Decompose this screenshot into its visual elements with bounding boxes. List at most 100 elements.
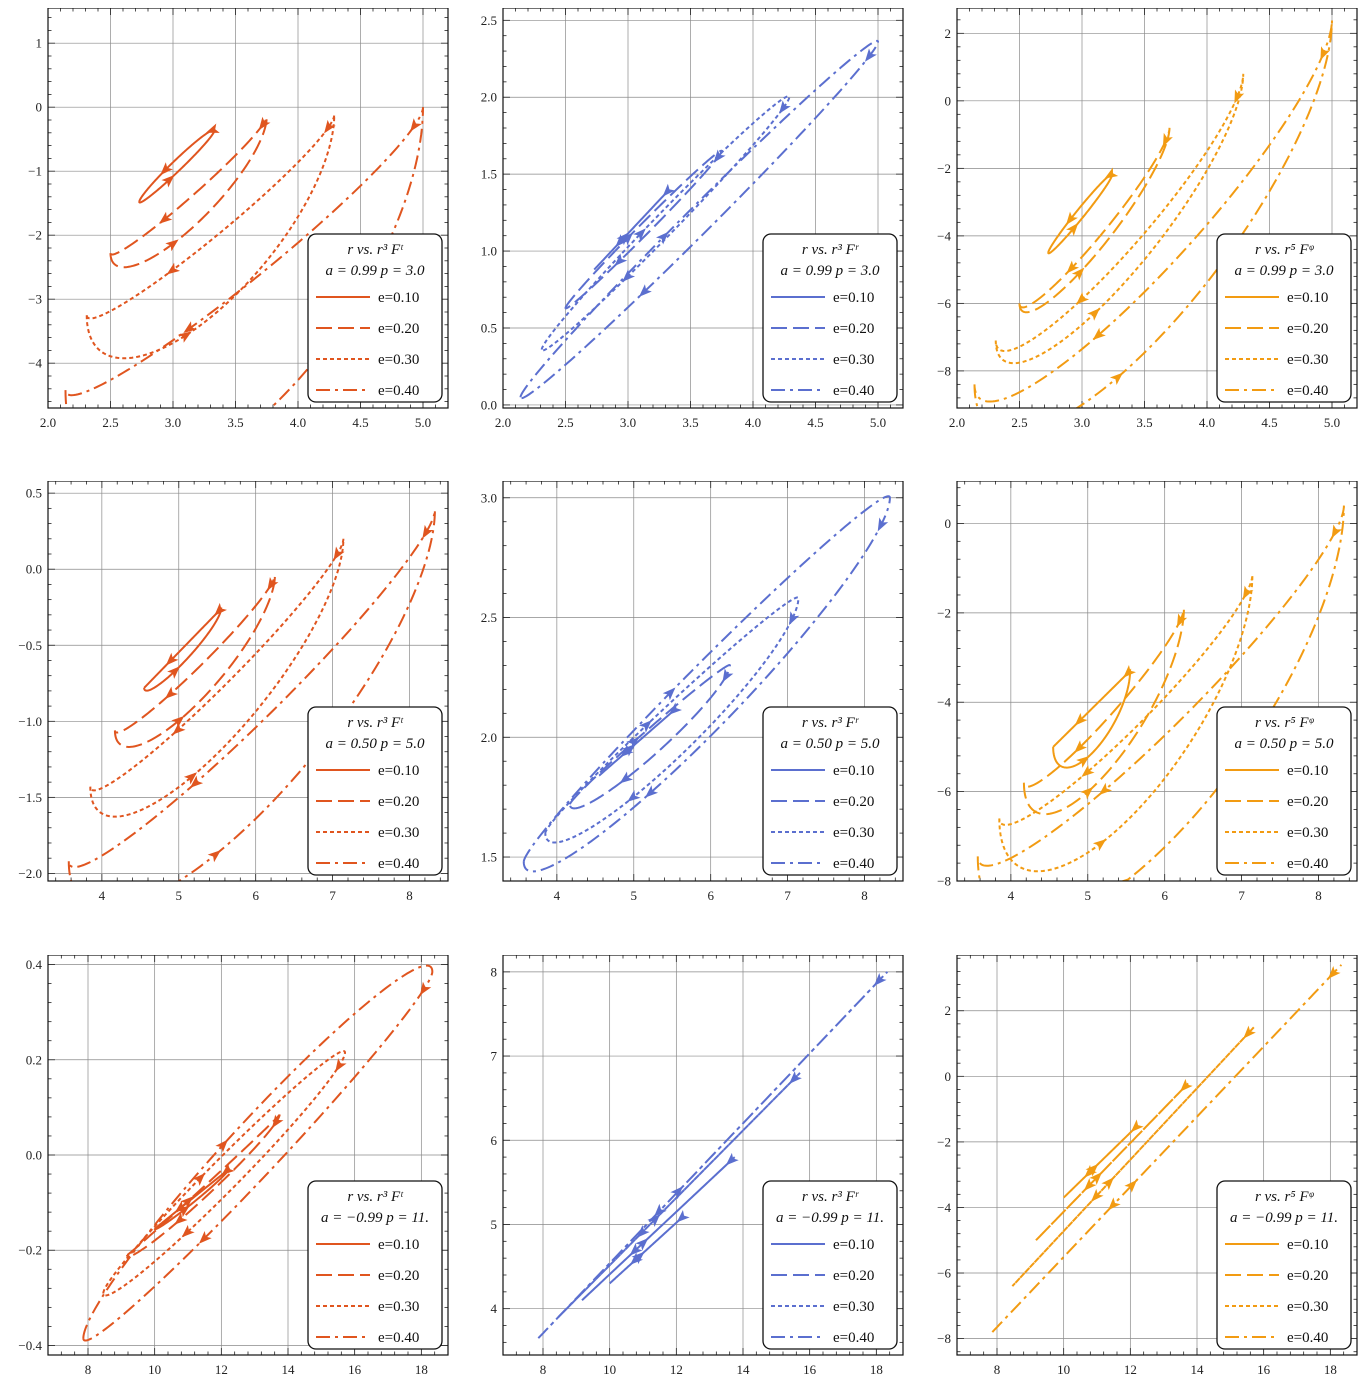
legend-entry-label: e=0.10 bbox=[378, 763, 419, 779]
series-line-e0.30 bbox=[540, 95, 791, 352]
legend-params: a = 0.50 p = 5.0 bbox=[326, 736, 425, 752]
y-tick-label: 2.0 bbox=[481, 90, 497, 105]
legend-entry-label: e=0.40 bbox=[378, 383, 419, 399]
legend-title: r vs. r³ Fʳ bbox=[802, 715, 860, 731]
direction-arrow-icon bbox=[335, 1058, 347, 1072]
direction-arrow-icon bbox=[629, 1243, 643, 1256]
series-line-e0.30 bbox=[85, 114, 336, 360]
direction-arrow-icon bbox=[615, 234, 628, 248]
x-tick-label: 6 bbox=[252, 888, 259, 903]
direction-arrow-icon bbox=[1180, 1078, 1193, 1092]
direction-arrow-icon bbox=[1085, 1163, 1099, 1177]
legend-title: r vs. r³ Fʳ bbox=[802, 242, 860, 258]
direction-arrow-icon bbox=[1074, 740, 1087, 753]
plot-frame bbox=[47, 481, 449, 882]
direction-arrow-icon bbox=[1130, 1119, 1144, 1133]
legend: r vs. r³ Fʳ a = 0.50 p = 5.0 e=0.10 e=0.20 e… bbox=[762, 706, 898, 876]
x-tick-label: 3.5 bbox=[682, 415, 698, 430]
direction-arrow-icon bbox=[1124, 1179, 1137, 1193]
x-tick-label: 8 bbox=[1315, 888, 1322, 903]
x-tick-label: 3.5 bbox=[1136, 415, 1152, 430]
series-line-e0.30 bbox=[994, 73, 1245, 365]
series-line-e0.10 bbox=[1062, 1124, 1139, 1199]
plot-frame bbox=[956, 481, 1358, 882]
legend-entry-label: e=0.10 bbox=[833, 763, 874, 779]
x-tick-label: 8 bbox=[861, 888, 868, 903]
x-tick-label: 7 bbox=[784, 888, 791, 903]
legend-entry-label: e=0.10 bbox=[833, 1237, 874, 1253]
x-tick-label: 5 bbox=[176, 888, 183, 903]
legend-params: a = 0.50 p = 5.0 bbox=[781, 736, 880, 752]
legend-entry-label: e=0.10 bbox=[1287, 763, 1328, 779]
legend-entry-label: e=0.30 bbox=[833, 352, 874, 368]
legend-entry-label: e=0.30 bbox=[378, 825, 419, 841]
direction-arrow-icon bbox=[1331, 524, 1343, 539]
direction-arrow-icon bbox=[1104, 167, 1119, 179]
y-tick-label: 0 bbox=[945, 516, 952, 531]
direction-arrow-icon bbox=[622, 269, 636, 282]
direction-arrow-icon bbox=[419, 981, 432, 996]
x-tick-label: 3.0 bbox=[1074, 415, 1090, 430]
chart-svg-p2: 2.0 2.5 3.0 3.5 4.0 4.5 5.0 0.0 0.5 1.0 1.5 2.0 2.5 r… bbox=[481, 8, 904, 430]
direction-arrow-icon bbox=[410, 118, 422, 132]
series-line-e0.30 bbox=[102, 1050, 347, 1297]
y-tick-label: 0.0 bbox=[481, 397, 497, 412]
direction-arrow-icon bbox=[789, 1071, 802, 1084]
y-tick-label: 0.0 bbox=[26, 1148, 42, 1163]
direction-arrow-icon bbox=[1074, 712, 1088, 726]
direction-arrow-icon bbox=[178, 331, 192, 343]
series-line-e0.20 bbox=[581, 1156, 736, 1301]
y-tick-label: 0.4 bbox=[26, 957, 43, 972]
direction-arrow-icon bbox=[189, 775, 204, 788]
direction-arrow-icon bbox=[1084, 1164, 1098, 1178]
x-tick-label: 12 bbox=[215, 1362, 228, 1377]
direction-arrow-icon bbox=[670, 1186, 684, 1200]
series-line-e0.20 bbox=[109, 116, 268, 269]
direction-arrow-icon bbox=[636, 1224, 650, 1238]
direction-arrow-icon bbox=[614, 253, 628, 266]
x-tick-label: 8 bbox=[85, 1362, 92, 1377]
legend-entry-label: e=0.20 bbox=[833, 794, 874, 810]
y-tick-label: −6 bbox=[937, 784, 951, 799]
x-tick-label: 4.5 bbox=[1261, 415, 1277, 430]
direction-arrow-icon bbox=[638, 720, 652, 733]
direction-arrow-icon bbox=[1320, 46, 1331, 61]
legend-params: a = −0.99 p = 11. bbox=[1230, 1210, 1338, 1226]
direction-arrow-icon bbox=[214, 602, 227, 616]
x-tick-label: 8 bbox=[994, 1362, 1001, 1377]
legend-entry-label: e=0.40 bbox=[833, 856, 874, 872]
legend-entry-label: e=0.20 bbox=[378, 321, 419, 337]
direction-arrow-icon bbox=[633, 228, 646, 242]
x-tick-label: 4.5 bbox=[807, 415, 823, 430]
series-line-e0.20 bbox=[113, 575, 276, 748]
plot-frame bbox=[502, 8, 904, 409]
chart-panel-p1: 2.0 2.5 3.0 3.5 4.0 4.5 5.0 −4 −3 −2 −1 0 1 r vs. r³ … bbox=[0, 8, 454, 442]
legend: r vs. r³ Fᵗ a = −0.99 p = 11. e=0.10 e=0.20… bbox=[307, 1180, 443, 1350]
x-tick-label: 14 bbox=[282, 1362, 296, 1377]
direction-arrow-icon bbox=[215, 1139, 228, 1153]
series-line-e0.30 bbox=[998, 574, 1254, 873]
y-tick-label: 4 bbox=[491, 1301, 498, 1316]
direction-arrow-icon bbox=[171, 715, 185, 729]
direction-arrow-icon bbox=[631, 1251, 645, 1265]
chart-panel-p3: 2.0 2.5 3.0 3.5 4.0 4.5 5.0 −8 −6 −4 −2 0 2 r vs. r⁵ … bbox=[909, 8, 1363, 442]
legend-params: a = −0.99 p = 11. bbox=[776, 1210, 884, 1226]
legend-params: a = 0.50 p = 5.0 bbox=[1235, 736, 1334, 752]
x-tick-label: 5 bbox=[631, 888, 638, 903]
legend-title: r vs. r³ Fʳ bbox=[802, 1189, 860, 1205]
x-tick-label: 16 bbox=[348, 1362, 362, 1377]
x-tick-label: 4.0 bbox=[290, 415, 306, 430]
series-line-e0.40 bbox=[537, 971, 889, 1339]
y-tick-label: −1.0 bbox=[18, 714, 42, 729]
legend-entry-label: e=0.30 bbox=[378, 352, 419, 368]
y-tick-label: −4 bbox=[937, 228, 951, 243]
y-tick-label: −2 bbox=[937, 605, 951, 620]
chart-svg-p9: 8 10 12 14 16 18 −8 −6 −4 −2 0 2 r vs. r⁵ Fᵠ a = −0.9… bbox=[937, 955, 1358, 1377]
y-tick-label: −0.5 bbox=[18, 638, 42, 653]
x-tick-label: 10 bbox=[148, 1362, 161, 1377]
plot-frame bbox=[502, 955, 904, 1356]
legend-entry-label: e=0.40 bbox=[833, 383, 874, 399]
plot-frame bbox=[956, 955, 1358, 1356]
x-tick-label: 18 bbox=[1324, 1362, 1337, 1377]
